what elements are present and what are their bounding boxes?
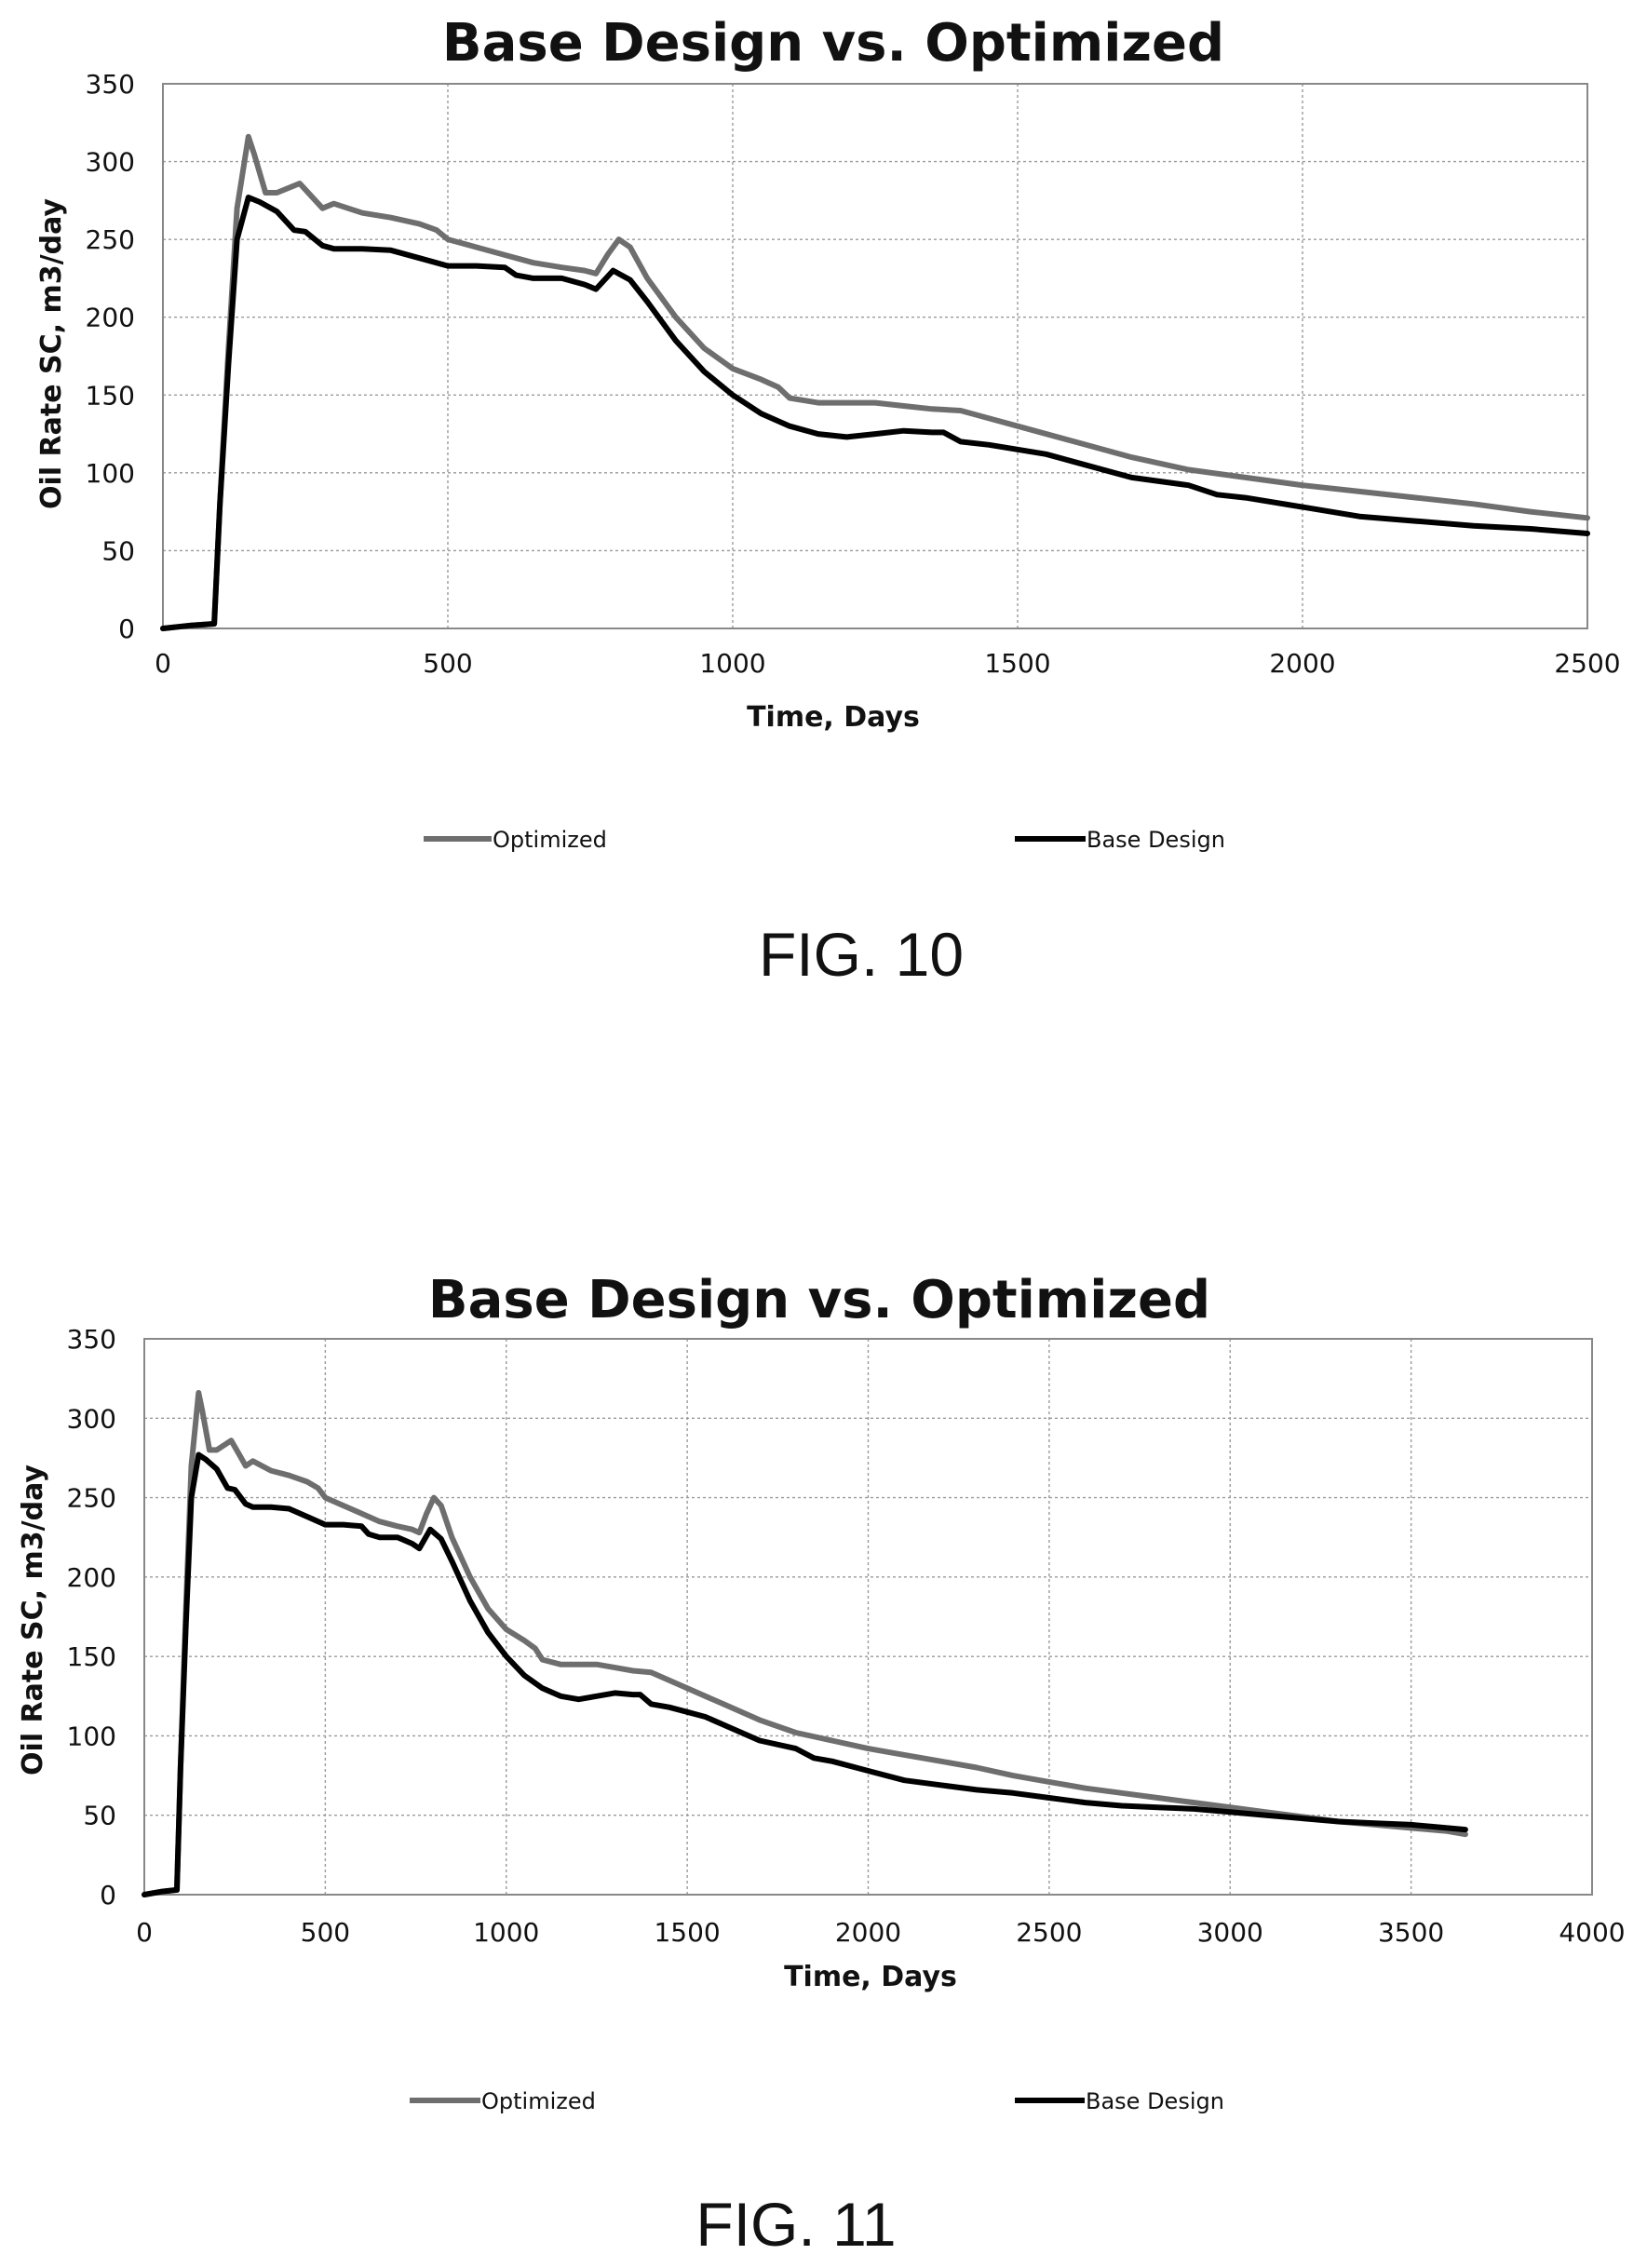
y-tick-label: 100 [86, 458, 135, 489]
y-tick-label: 0 [118, 614, 135, 644]
legend: Optimized Base Design [410, 2088, 1224, 2114]
y-tick-label: 200 [67, 1562, 116, 1593]
figure-caption: FIG. 10 [759, 920, 964, 989]
x-tick-labels: 0 500 1000 1500 2000 2500 [155, 648, 1621, 679]
y-tick-label: 300 [67, 1403, 116, 1434]
plot-area [143, 1338, 1593, 1896]
y-tick-label: 200 [86, 303, 135, 333]
x-tick-label: 500 [423, 648, 472, 679]
legend-label-base-design: Base Design [1087, 827, 1225, 853]
x-tick-label: 3000 [1197, 1917, 1263, 1948]
x-tick-label: 0 [155, 648, 171, 679]
grid-lines [144, 1338, 1592, 1895]
figure-caption: FIG. 11 [695, 2190, 896, 2259]
legend: Optimized Base Design [424, 827, 1225, 853]
x-tick-label: 2500 [1554, 648, 1620, 679]
x-tick-labels: 0 500 1000 1500 2000 2500 3000 3500 4000 [136, 1917, 1626, 1948]
y-tick-label: 300 [86, 147, 135, 178]
x-tick-label: 4000 [1559, 1917, 1625, 1948]
y-tick-label: 0 [100, 1880, 116, 1910]
series-lines [142, 1390, 1468, 1897]
chart-fig-11: Base Design vs. Optimized 0 50 100 150 200 25… [17, 1270, 1626, 2259]
plot-area [162, 83, 1588, 629]
legend-label-base-design: Base Design [1086, 2088, 1224, 2114]
y-axis-title: Oil Rate SC, m3/day [35, 198, 68, 509]
y-tick-label: 150 [67, 1641, 116, 1672]
chart-fig-10: Base Design vs. Optimized 0 50 100 150 200 25… [35, 13, 1621, 989]
y-tick-label: 350 [67, 1324, 116, 1355]
y-tick-label: 50 [83, 1801, 116, 1831]
x-tick-label: 2000 [835, 1917, 901, 1948]
x-tick-label: 2000 [1269, 648, 1335, 679]
y-axis-title: Oil Rate SC, m3/day [17, 1465, 49, 1775]
x-tick-label: 2500 [1016, 1917, 1082, 1948]
y-tick-label: 350 [86, 69, 135, 100]
series-lines [160, 133, 1590, 631]
y-tick-label: 250 [67, 1483, 116, 1514]
series-line-base-design [160, 195, 1590, 631]
legend-label-optimized: Optimized [493, 827, 607, 853]
x-tick-label: 1500 [984, 648, 1050, 679]
x-tick-label: 1000 [699, 648, 765, 679]
x-tick-label: 500 [301, 1917, 350, 1948]
legend-label-optimized: Optimized [481, 2088, 596, 2114]
series-line-base-design [142, 1451, 1468, 1897]
y-tick-labels: 0 50 100 150 200 250 300 350 [67, 1324, 116, 1910]
y-tick-label: 150 [86, 380, 135, 411]
x-tick-label: 3500 [1378, 1917, 1444, 1948]
x-tick-label: 0 [136, 1917, 153, 1948]
series-line-optimized [160, 133, 1590, 631]
x-axis-title: Time, Days [747, 701, 920, 734]
chart-title: Base Design vs. Optimized [442, 13, 1224, 74]
series-line-optimized [142, 1390, 1468, 1897]
x-tick-label: 1500 [654, 1917, 720, 1948]
y-tick-label: 50 [101, 535, 135, 566]
y-tick-label: 250 [86, 224, 135, 255]
chart-title: Base Design vs. Optimized [428, 1270, 1210, 1330]
y-tick-label: 100 [67, 1721, 116, 1751]
y-tick-labels: 0 50 100 150 200 250 300 350 [86, 69, 135, 644]
grid-lines [163, 83, 1587, 628]
x-tick-label: 1000 [473, 1917, 539, 1948]
x-axis-title: Time, Days [784, 1961, 957, 1993]
